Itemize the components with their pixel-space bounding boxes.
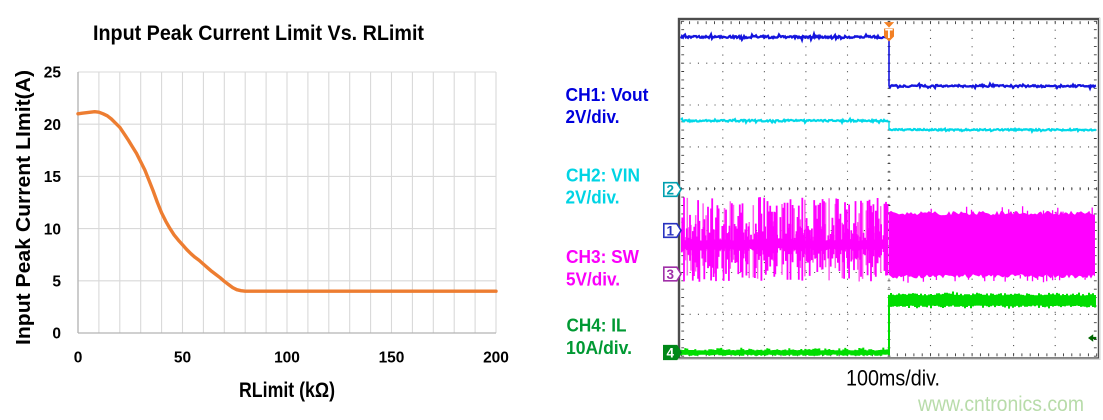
svg-text:10A/div.: 10A/div. <box>566 338 632 358</box>
svg-text:Input Peak Current Limit Vs. R: Input Peak Current Limit Vs. RLimit <box>93 21 424 45</box>
svg-text:CH3: SW: CH3: SW <box>566 247 639 267</box>
svg-text:T: T <box>885 27 893 41</box>
svg-text:0: 0 <box>74 350 83 367</box>
svg-text:100ms/div.: 100ms/div. <box>846 366 940 391</box>
svg-text:1: 1 <box>667 224 675 239</box>
svg-text:2V/div.: 2V/div. <box>566 188 620 208</box>
svg-text:3: 3 <box>667 267 675 282</box>
svg-text:150: 150 <box>379 350 405 367</box>
svg-text:0: 0 <box>52 326 61 343</box>
svg-text:5V/div.: 5V/div. <box>566 270 620 290</box>
svg-text:CH1: Vout: CH1: Vout <box>566 85 649 105</box>
svg-text:50: 50 <box>174 350 191 367</box>
svg-text:10: 10 <box>44 221 61 238</box>
svg-text:2: 2 <box>667 183 675 198</box>
svg-text:5: 5 <box>52 274 61 291</box>
svg-text:20: 20 <box>44 117 61 134</box>
svg-text:Input Peak Current LImit(A): Input Peak Current LImit(A) <box>13 70 35 345</box>
svg-text:15: 15 <box>44 169 62 186</box>
svg-text:www.cntronics.com: www.cntronics.com <box>917 393 1084 416</box>
svg-text:4: 4 <box>667 346 675 361</box>
svg-text:CH4: IL: CH4: IL <box>567 316 627 336</box>
svg-text:100: 100 <box>274 350 300 367</box>
svg-text:CH2: VIN: CH2: VIN <box>566 166 640 186</box>
svg-text:25: 25 <box>44 65 62 82</box>
svg-text:2V/div.: 2V/div. <box>566 107 620 127</box>
svg-text:RLimit (kΩ): RLimit (kΩ) <box>239 379 335 402</box>
svg-text:200: 200 <box>483 350 509 367</box>
